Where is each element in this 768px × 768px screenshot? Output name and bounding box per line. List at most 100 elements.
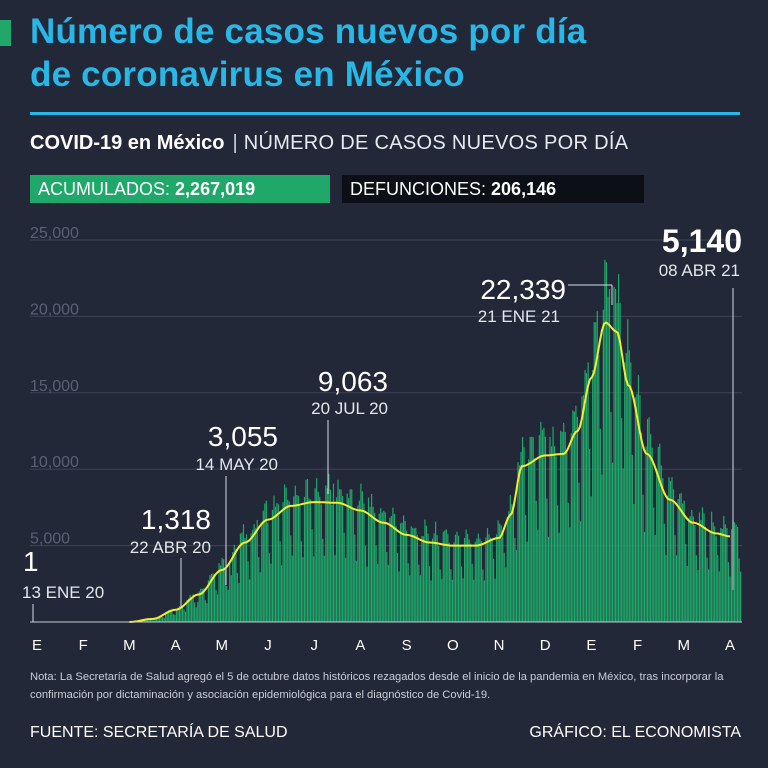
annotation-value: 1	[23, 546, 39, 577]
bar	[470, 543, 472, 622]
title-divider	[30, 112, 740, 115]
bar	[224, 569, 226, 622]
y-tick-label: 10,000	[30, 454, 79, 471]
bar	[740, 571, 742, 622]
bar	[386, 552, 388, 622]
bar	[345, 557, 347, 622]
bar	[177, 607, 179, 622]
bar	[598, 355, 600, 622]
bar	[608, 289, 611, 622]
bar	[564, 431, 566, 622]
bar	[422, 536, 425, 622]
accumulated-label: ACUMULADOS:	[38, 179, 171, 199]
bar	[640, 432, 643, 622]
month-label: S	[402, 637, 412, 654]
bar	[438, 545, 440, 622]
bar	[187, 598, 190, 622]
bar	[424, 519, 426, 622]
bar	[380, 508, 382, 622]
bar	[242, 524, 245, 622]
bar	[698, 512, 701, 622]
deaths-badge: DEFUNCIONES: 206,146	[342, 175, 644, 203]
bar	[663, 523, 665, 622]
bar	[724, 524, 726, 622]
bar	[163, 617, 165, 622]
bar	[404, 520, 406, 622]
bar	[450, 569, 452, 622]
bar	[468, 539, 470, 622]
month-label: N	[494, 637, 505, 654]
bar	[230, 575, 232, 622]
bar	[488, 534, 490, 622]
bar	[387, 564, 389, 622]
bar	[643, 531, 646, 622]
bar	[351, 489, 353, 622]
bar	[325, 485, 327, 622]
bar	[165, 612, 167, 622]
bar	[172, 614, 174, 622]
bar	[691, 509, 693, 622]
bar	[401, 522, 403, 622]
bar	[192, 594, 194, 622]
bar	[241, 532, 243, 622]
bar	[692, 516, 694, 622]
bar	[181, 605, 184, 622]
bar	[683, 500, 685, 622]
bar	[274, 506, 277, 622]
bar	[194, 602, 196, 622]
bar	[282, 502, 284, 622]
bar	[700, 519, 702, 622]
y-tick-label: 5,000	[30, 531, 70, 548]
bar	[316, 478, 318, 622]
bar	[370, 493, 373, 622]
bar	[245, 534, 248, 622]
bar	[155, 618, 158, 622]
bar	[297, 495, 299, 622]
bar	[622, 468, 624, 622]
bar	[430, 580, 432, 622]
bar	[332, 483, 335, 622]
bar	[465, 529, 467, 622]
bar	[492, 558, 495, 622]
bar	[191, 597, 193, 622]
bar	[656, 470, 658, 622]
bar	[235, 548, 237, 622]
deaths-value: 206,146	[491, 179, 557, 199]
bar	[213, 574, 216, 622]
bar	[526, 541, 528, 622]
y-tick-label: 15,000	[30, 378, 79, 395]
bar	[403, 515, 405, 622]
bar	[364, 546, 367, 622]
bar	[735, 524, 737, 622]
bar	[660, 465, 662, 622]
bar	[412, 527, 414, 622]
bar	[223, 559, 225, 622]
bar	[451, 579, 453, 622]
bar	[171, 609, 173, 622]
bar	[479, 538, 481, 622]
bar	[279, 541, 281, 622]
bar	[630, 362, 632, 622]
bar	[357, 505, 359, 622]
bar	[352, 510, 354, 622]
bar	[204, 600, 206, 622]
bar	[216, 594, 219, 622]
bar	[647, 419, 649, 622]
month-label: M	[123, 637, 136, 654]
bar	[552, 426, 554, 622]
bar	[582, 395, 585, 622]
bar	[407, 563, 409, 622]
bar	[560, 430, 562, 622]
bar	[276, 503, 278, 622]
bar	[729, 576, 731, 622]
bar	[711, 511, 713, 622]
bar	[621, 418, 623, 622]
bar	[413, 528, 415, 622]
bar	[210, 573, 213, 622]
bar	[244, 538, 246, 622]
bar	[467, 534, 469, 622]
bar	[605, 262, 608, 622]
bar	[369, 506, 371, 622]
month-label: M	[216, 637, 229, 654]
bar	[293, 496, 295, 622]
